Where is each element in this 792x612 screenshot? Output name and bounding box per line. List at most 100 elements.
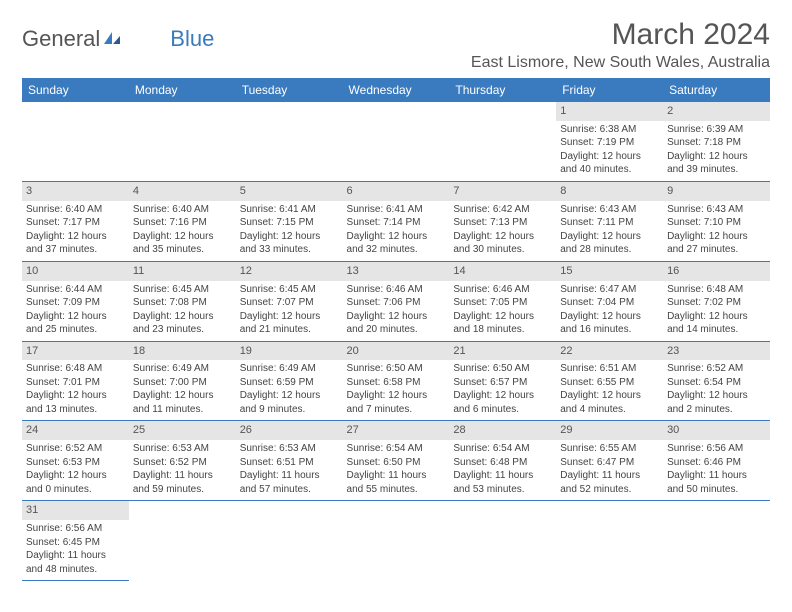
day-sunset: Sunset: 6:52 PM xyxy=(133,456,232,470)
calendar-day: 14Sunrise: 6:46 AMSunset: 7:05 PMDayligh… xyxy=(449,261,556,341)
day-number: 26 xyxy=(236,421,343,440)
calendar-day: 28 Sunrise: 6:54 AMSunset: 6:48 PMDayligh… xyxy=(449,421,556,501)
calendar-day: 17Sunrise: 6:48 AMSunset: 7:01 PMDayligh… xyxy=(22,341,129,421)
day-daylight: Daylight: 11 hours and 57 minutes. xyxy=(240,469,339,496)
day-sunrise: Sunrise: 6:48 AM xyxy=(26,362,125,376)
day-number: 17 xyxy=(22,342,129,361)
day-sunset: Sunset: 6:54 PM xyxy=(667,376,766,390)
day-number: 3 xyxy=(22,182,129,201)
day-number: 5 xyxy=(236,182,343,201)
day-daylight: Daylight: 12 hours and 0 minutes. xyxy=(26,469,125,496)
day-number: 7 xyxy=(449,182,556,201)
day-sunrise: Sunrise: 6:53 AM xyxy=(240,442,339,456)
day-number: 28 xyxy=(449,421,556,440)
day-number: 9 xyxy=(663,182,770,201)
day-sunrise: Sunrise: 6:50 AM xyxy=(347,362,446,376)
calendar-day: 19Sunrise: 6:49 AMSunset: 6:59 PMDayligh… xyxy=(236,341,343,421)
calendar-empty xyxy=(129,501,236,581)
calendar-day: 22Sunrise: 6:51 AMSunset: 6:55 PMDayligh… xyxy=(556,341,663,421)
day-daylight: Daylight: 12 hours and 39 minutes. xyxy=(667,150,766,177)
calendar-day: 6Sunrise: 6:41 AMSunset: 7:14 PMDaylight… xyxy=(343,181,450,261)
header: GeneralBlue March 2024 East Lismore, New… xyxy=(22,18,770,72)
day-daylight: Daylight: 12 hours and 16 minutes. xyxy=(560,310,659,337)
day-sunset: Sunset: 6:50 PM xyxy=(347,456,446,470)
calendar-week: 24Sunrise: 6:52 AMSunset: 6:53 PMDayligh… xyxy=(22,421,770,501)
day-daylight: Daylight: 12 hours and 37 minutes. xyxy=(26,230,125,257)
day-header: Friday xyxy=(556,78,663,102)
day-sunrise: Sunrise: 6:47 AM xyxy=(560,283,659,297)
day-daylight: Daylight: 12 hours and 11 minutes. xyxy=(133,389,232,416)
day-number: 14 xyxy=(449,262,556,281)
calendar-day: 5Sunrise: 6:41 AMSunset: 7:15 PMDaylight… xyxy=(236,181,343,261)
day-number: 4 xyxy=(129,182,236,201)
calendar-day: 10Sunrise: 6:44 AMSunset: 7:09 PMDayligh… xyxy=(22,261,129,341)
calendar-day: 7Sunrise: 6:42 AMSunset: 7:13 PMDaylight… xyxy=(449,181,556,261)
day-number: 20 xyxy=(343,342,450,361)
day-sunrise: Sunrise: 6:40 AM xyxy=(133,203,232,217)
day-sunrise: Sunrise: 6:45 AM xyxy=(240,283,339,297)
day-sunrise: Sunrise: 6:49 AM xyxy=(133,362,232,376)
day-daylight: Daylight: 11 hours and 52 minutes. xyxy=(560,469,659,496)
day-sunrise: Sunrise: 6:45 AM xyxy=(133,283,232,297)
day-number: 1 xyxy=(556,102,663,121)
day-number: 11 xyxy=(129,262,236,281)
calendar-empty xyxy=(129,102,236,181)
day-sunset: Sunset: 7:19 PM xyxy=(560,136,659,150)
calendar-day: 8Sunrise: 6:43 AMSunset: 7:11 PMDaylight… xyxy=(556,181,663,261)
day-sunset: Sunset: 6:51 PM xyxy=(240,456,339,470)
calendar-week: 31Sunrise: 6:56 AMSunset: 6:45 PMDayligh… xyxy=(22,501,770,581)
day-number: 22 xyxy=(556,342,663,361)
day-sunset: Sunset: 7:09 PM xyxy=(26,296,125,310)
day-sunrise: Sunrise: 6:54 AM xyxy=(347,442,446,456)
day-sunset: Sunset: 7:01 PM xyxy=(26,376,125,390)
day-header: Saturday xyxy=(663,78,770,102)
day-daylight: Daylight: 12 hours and 2 minutes. xyxy=(667,389,766,416)
day-sunset: Sunset: 6:46 PM xyxy=(667,456,766,470)
calendar-day: 21Sunrise: 6:50 AMSunset: 6:57 PMDayligh… xyxy=(449,341,556,421)
calendar-empty xyxy=(449,501,556,581)
day-daylight: Daylight: 12 hours and 32 minutes. xyxy=(347,230,446,257)
calendar-day: 30Sunrise: 6:56 AMSunset: 6:46 PMDayligh… xyxy=(663,421,770,501)
day-number: 13 xyxy=(343,262,450,281)
day-sunset: Sunset: 6:47 PM xyxy=(560,456,659,470)
day-sunrise: Sunrise: 6:38 AM xyxy=(560,123,659,137)
day-sunrise: Sunrise: 6:48 AM xyxy=(667,283,766,297)
calendar-day: 3Sunrise: 6:40 AMSunset: 7:17 PMDaylight… xyxy=(22,181,129,261)
calendar-empty xyxy=(343,501,450,581)
day-number: 16 xyxy=(663,262,770,281)
logo: GeneralBlue xyxy=(22,18,214,52)
day-daylight: Daylight: 12 hours and 14 minutes. xyxy=(667,310,766,337)
day-number: 21 xyxy=(449,342,556,361)
day-daylight: Daylight: 12 hours and 25 minutes. xyxy=(26,310,125,337)
day-daylight: Daylight: 11 hours and 53 minutes. xyxy=(453,469,552,496)
day-sunrise: Sunrise: 6:41 AM xyxy=(347,203,446,217)
day-sunset: Sunset: 7:00 PM xyxy=(133,376,232,390)
calendar-day: 27Sunrise: 6:54 AMSunset: 6:50 PMDayligh… xyxy=(343,421,450,501)
day-daylight: Daylight: 12 hours and 9 minutes. xyxy=(240,389,339,416)
day-number: 27 xyxy=(343,421,450,440)
calendar-week: 10Sunrise: 6:44 AMSunset: 7:09 PMDayligh… xyxy=(22,261,770,341)
day-daylight: Daylight: 12 hours and 20 minutes. xyxy=(347,310,446,337)
day-daylight: Daylight: 12 hours and 13 minutes. xyxy=(26,389,125,416)
location: East Lismore, New South Wales, Australia xyxy=(471,54,770,72)
day-sunrise: Sunrise: 6:51 AM xyxy=(560,362,659,376)
title-block: March 2024 East Lismore, New South Wales… xyxy=(471,18,770,72)
day-sunset: Sunset: 7:02 PM xyxy=(667,296,766,310)
day-sunset: Sunset: 6:48 PM xyxy=(453,456,552,470)
calendar-day: 1Sunrise: 6:38 AMSunset: 7:19 PMDaylight… xyxy=(556,102,663,181)
day-sunset: Sunset: 7:11 PM xyxy=(560,216,659,230)
calendar-day: 24Sunrise: 6:52 AMSunset: 6:53 PMDayligh… xyxy=(22,421,129,501)
day-daylight: Daylight: 12 hours and 30 minutes. xyxy=(453,230,552,257)
calendar-day: 16 Sunrise: 6:48 AMSunset: 7:02 PMDayligh… xyxy=(663,261,770,341)
calendar-day: 25Sunrise: 6:53 AMSunset: 6:52 PMDayligh… xyxy=(129,421,236,501)
day-daylight: Daylight: 12 hours and 7 minutes. xyxy=(347,389,446,416)
calendar-week: 17Sunrise: 6:48 AMSunset: 7:01 PMDayligh… xyxy=(22,341,770,421)
day-sunset: Sunset: 7:16 PM xyxy=(133,216,232,230)
day-number: 18 xyxy=(129,342,236,361)
day-sunrise: Sunrise: 6:56 AM xyxy=(667,442,766,456)
day-sunrise: Sunrise: 6:54 AM xyxy=(453,442,552,456)
day-sunset: Sunset: 7:05 PM xyxy=(453,296,552,310)
month-title: March 2024 xyxy=(471,18,770,52)
day-daylight: Daylight: 12 hours and 28 minutes. xyxy=(560,230,659,257)
calendar-day: 23Sunrise: 6:52 AMSunset: 6:54 PMDayligh… xyxy=(663,341,770,421)
